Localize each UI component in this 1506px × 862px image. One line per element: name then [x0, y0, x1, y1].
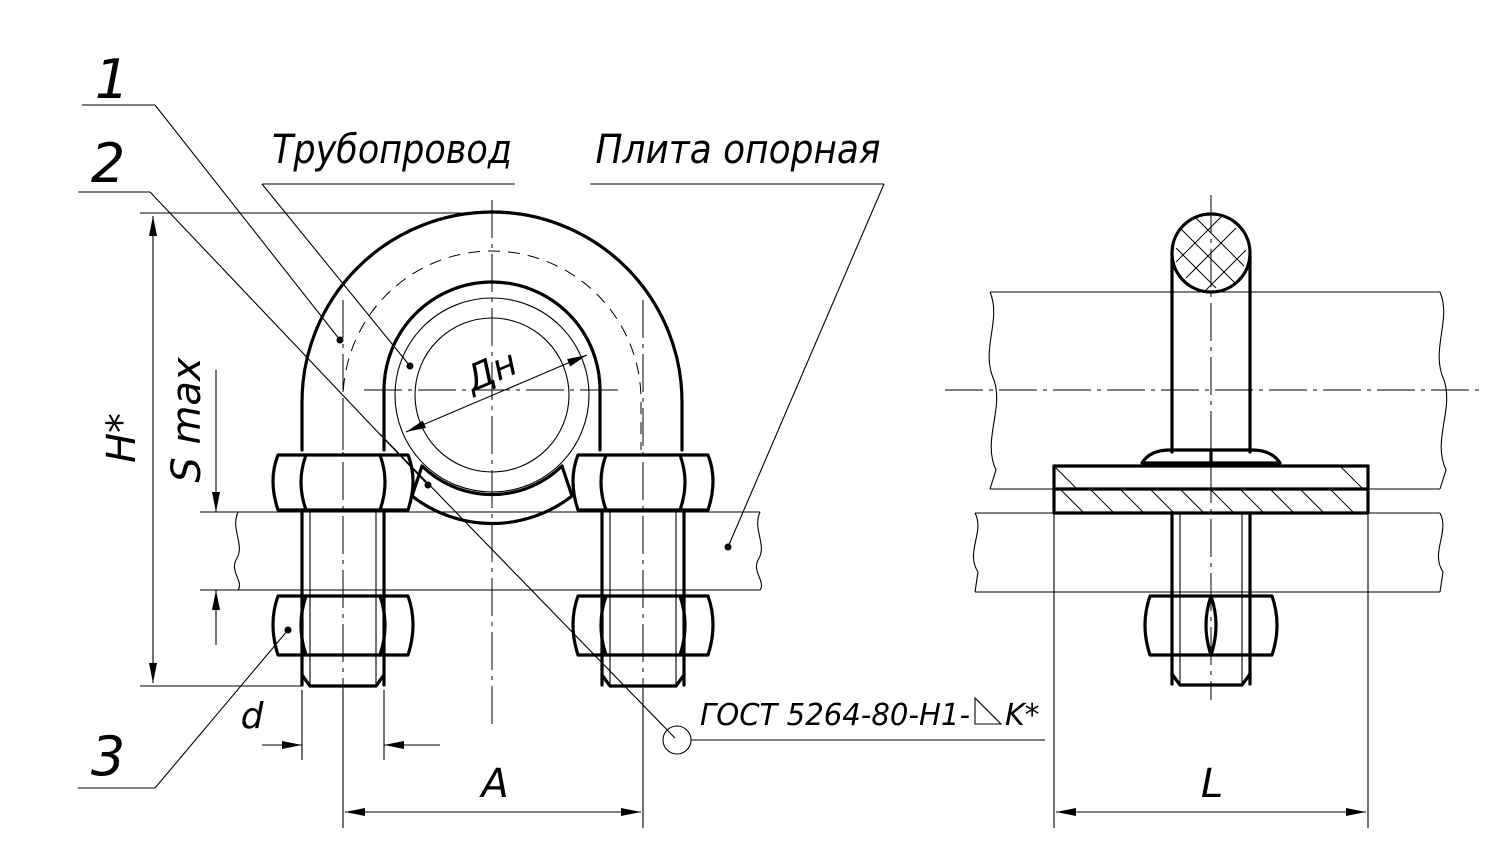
callout-3-number: 3 [91, 725, 125, 788]
side-view: L [945, 195, 1480, 828]
u-bolt-axis-arc [342, 250, 642, 450]
weld-leg-label: K* [1005, 698, 1040, 733]
plate-dot [724, 543, 732, 551]
nut-bottom-right [571, 594, 715, 657]
u-bolt-outer-contour [300, 210, 684, 452]
callouts: 1 2 3 Трубопровод Плита опорная ГОСТ 526… [78, 48, 1045, 789]
nut-top-right [571, 453, 715, 512]
thread-dimension: d [241, 690, 440, 760]
side-rod-tip [1170, 672, 1252, 687]
weld-standard-label: ГОСТ 5264-80-Н1- [700, 698, 970, 733]
support-plate-side [972, 512, 1444, 593]
pipe-outer-circle [394, 297, 590, 493]
diameter-label: Дн [458, 342, 523, 401]
pipeline-dot [406, 362, 414, 370]
side-bottom-nut [1143, 594, 1279, 657]
gap-dimension: S max [164, 357, 240, 645]
front-view: Дн [99, 200, 762, 828]
plate-section-hatch [1053, 465, 1364, 514]
pipeline-label: Трубопровод [272, 127, 512, 173]
callout-1-number: 1 [95, 48, 129, 111]
height-label: H* [99, 413, 145, 463]
thread-label: d [241, 696, 265, 737]
plate-label: Плита опорная [596, 127, 881, 173]
nut-bottom-left [271, 594, 415, 657]
callout-1-dot [336, 336, 344, 344]
gap-label: S max [164, 357, 210, 483]
rod-section-hatch [1175, 215, 1247, 291]
diameter-dimension-line [405, 354, 588, 433]
weld-circle-icon [662, 725, 692, 755]
callout-3-dot [284, 626, 292, 634]
span-label: A [478, 761, 508, 807]
support-plate-front [205, 511, 762, 591]
length-dimension: L [1053, 513, 1369, 828]
side-top-nut [1140, 448, 1282, 465]
callout-2-number: 2 [91, 132, 125, 195]
saddle-segment [410, 464, 574, 526]
rod-section-circle [1170, 212, 1252, 294]
span-dimension: A [342, 690, 644, 828]
length-label: L [1201, 761, 1223, 807]
callout-2-dot [424, 481, 432, 489]
height-dimension: H* [99, 212, 492, 687]
fillet-weld-triangle-icon [974, 696, 1003, 725]
